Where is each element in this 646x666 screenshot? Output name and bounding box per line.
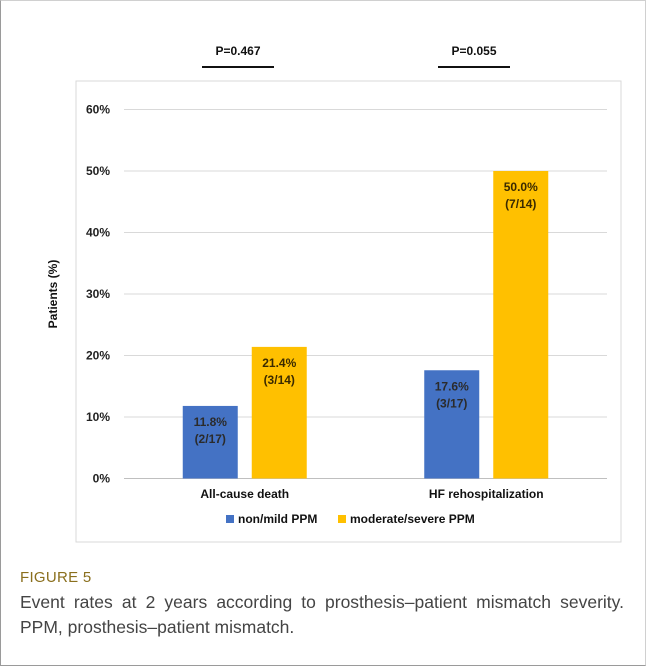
- y-tick-label: 50%: [86, 164, 110, 178]
- p-value-1: P=0.467: [215, 44, 261, 58]
- data-label: 21.4%: [262, 356, 296, 370]
- data-label-count: (3/17): [436, 396, 467, 410]
- y-tick-label: 60%: [86, 103, 110, 117]
- p-value-2-line: [438, 66, 510, 68]
- figure-label: FIGURE 5: [20, 569, 92, 586]
- bar: [493, 171, 549, 479]
- bar: [424, 370, 480, 479]
- legend-label: moderate/severe PPM: [350, 512, 475, 526]
- data-label: 17.6%: [435, 379, 469, 393]
- figure-caption: Event rates at 2 years according to pros…: [20, 592, 624, 637]
- legend-swatch: [338, 515, 346, 523]
- y-tick-label: 40%: [86, 226, 110, 240]
- y-tick-label: 20%: [86, 349, 110, 363]
- x-tick-label: All-cause death: [200, 487, 289, 501]
- legend-label: non/mild PPM: [238, 512, 317, 526]
- data-label-count: (2/17): [195, 432, 226, 446]
- bar-chart: 0% 10% 20% 30% 40% 50% 60% Patients (%) 11.8% (2/…: [46, 80, 622, 543]
- y-tick-label: 30%: [86, 287, 110, 301]
- y-tick-label: 10%: [86, 410, 110, 424]
- y-axis-title: Patients (%): [46, 260, 60, 329]
- bar: [251, 346, 307, 479]
- y-tick-label: 0%: [93, 472, 111, 486]
- x-tick-label: HF rehospitalization: [429, 487, 544, 501]
- data-label-count: (7/14): [505, 197, 536, 211]
- data-label: 50.0%: [504, 180, 538, 194]
- p-value-2: P=0.055: [451, 44, 497, 58]
- legend-swatch: [226, 515, 234, 523]
- bar: [182, 405, 238, 479]
- data-label: 11.8%: [194, 415, 228, 429]
- p-value-1-line: [202, 66, 274, 68]
- chart-area-border: [75, 80, 622, 543]
- data-label-count: (3/14): [264, 373, 295, 387]
